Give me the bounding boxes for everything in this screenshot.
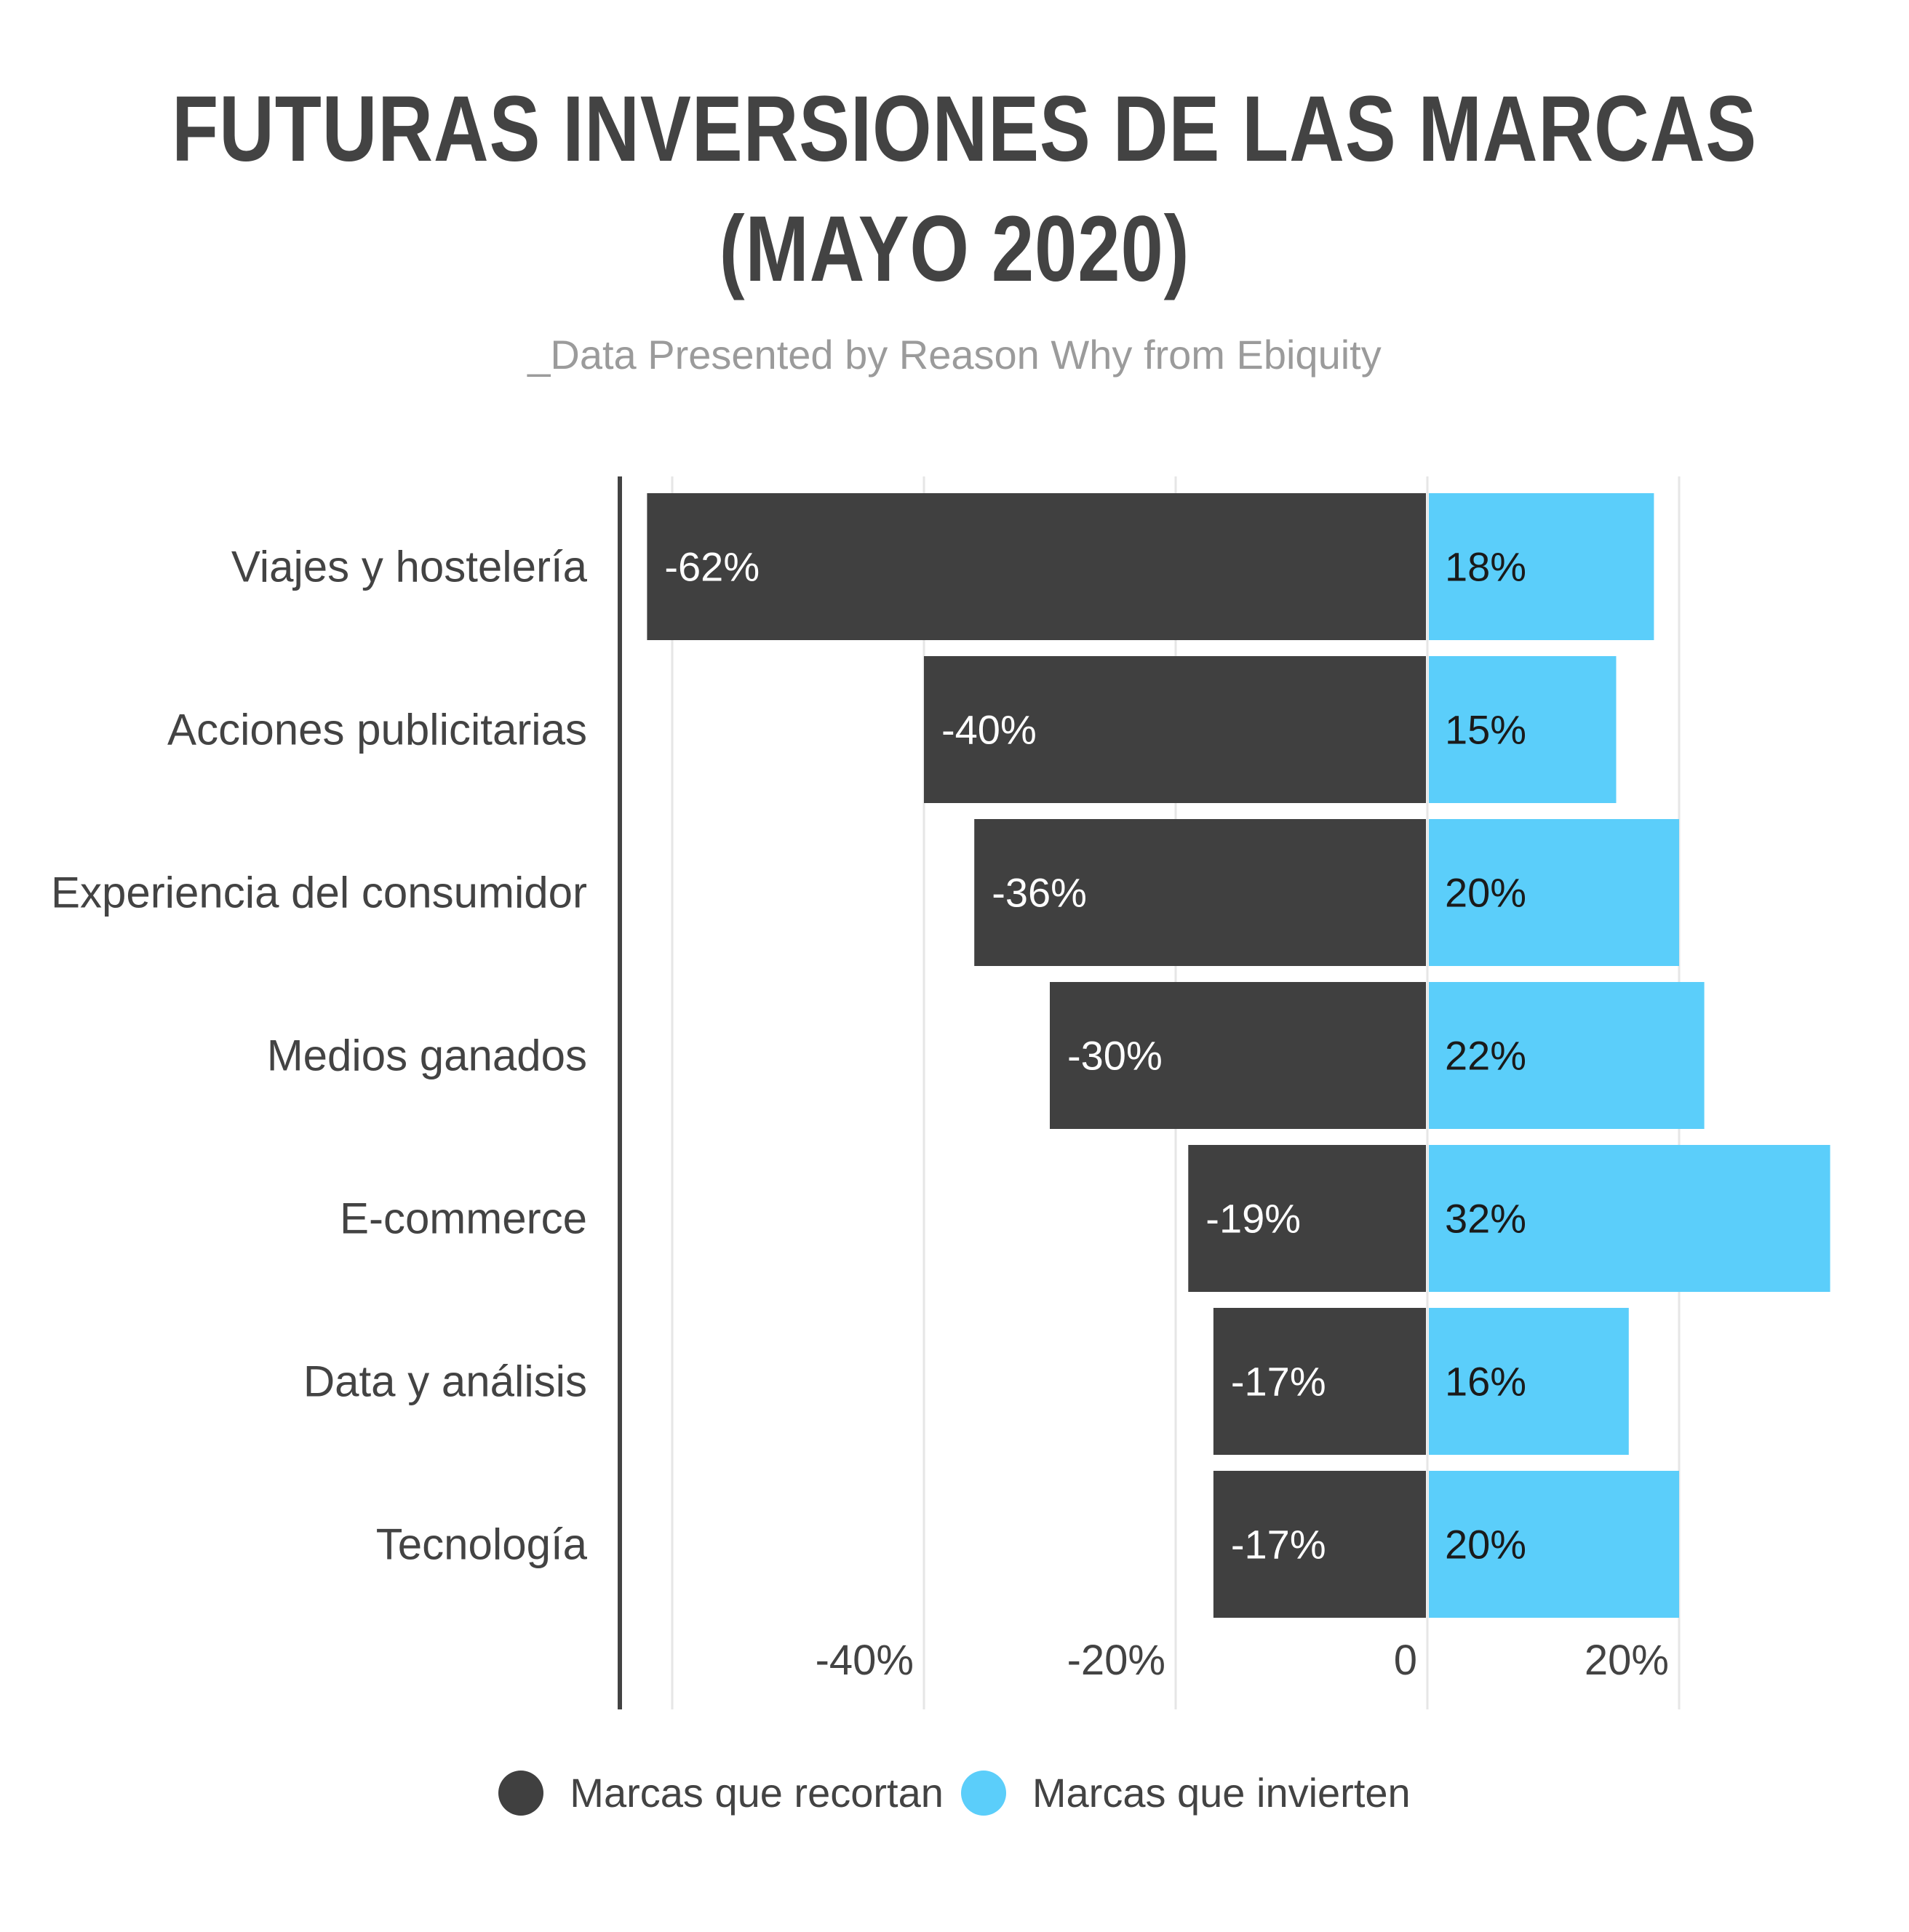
- bar-invest: [1429, 1471, 1679, 1618]
- bar-invest: [1429, 493, 1654, 640]
- bar-cut: [924, 656, 1426, 803]
- bar-invest: [1429, 656, 1617, 803]
- legend-swatch-invest: [960, 1770, 1006, 1816]
- x-tick-label: 20%: [1585, 1637, 1669, 1684]
- category-label: Experiencia del consumidor: [51, 869, 587, 917]
- chart-subtitle: _Data Presented by Reason Why from Ebiqu…: [527, 332, 1382, 378]
- bar-cut: [1213, 1471, 1426, 1618]
- bar-invest: [1429, 1145, 1830, 1292]
- category-label: Medios ganados: [267, 1031, 587, 1080]
- bar-label-cut: -30%: [1067, 1033, 1163, 1079]
- bar-invest: [1429, 819, 1679, 966]
- legend-swatch-cut: [498, 1770, 544, 1816]
- bar-label-cut: -40%: [941, 707, 1037, 753]
- category-label: Acciones publicitarias: [167, 706, 587, 754]
- bar-label-cut: -36%: [992, 870, 1087, 916]
- bar-cut: [1213, 1308, 1426, 1455]
- bar-label-invest: 16%: [1445, 1359, 1526, 1405]
- category-label: E-commerce: [340, 1194, 587, 1243]
- legend: Marcas que recortan Marcas que invierten: [0, 1769, 1909, 1816]
- bar-label-invest: 22%: [1445, 1033, 1526, 1079]
- chart-title-line-1: FUTURAS INVERSIONES DE LAS MARCAS: [172, 77, 1758, 181]
- bar-label-invest: 15%: [1445, 707, 1526, 753]
- bar-label-invest: 20%: [1445, 870, 1526, 916]
- bar-cut: [1050, 982, 1426, 1129]
- chart-title: FUTURAS INVERSIONES DE LAS MARCAS (MAYO …: [172, 69, 1758, 309]
- bar-cut: [1188, 1145, 1426, 1292]
- category-label: Viajes y hostelería: [231, 543, 588, 591]
- bar-invest: [1429, 982, 1705, 1129]
- bar-label-invest: 18%: [1445, 544, 1526, 590]
- chart-title-line-2: (MAYO 2020): [719, 197, 1190, 301]
- legend-item-cut: Marcas que recortan: [498, 1769, 944, 1816]
- x-tick-label: -40%: [816, 1637, 914, 1684]
- x-tick-label: 0: [1394, 1637, 1417, 1684]
- bar-cut: [974, 819, 1426, 966]
- bar-label-invest: 20%: [1445, 1522, 1526, 1568]
- category-label: Tecnología: [376, 1520, 588, 1569]
- bar-label-cut: -62%: [664, 544, 760, 590]
- bar-label-invest: 32%: [1445, 1196, 1526, 1242]
- legend-label-invest: Marcas que invierten: [1032, 1770, 1411, 1816]
- bar-cut: [647, 493, 1426, 640]
- bar-label-cut: -17%: [1231, 1359, 1326, 1405]
- legend-label-cut: Marcas que recortan: [570, 1770, 944, 1816]
- x-tick-label: -20%: [1067, 1637, 1165, 1684]
- legend-item-invest: Marcas que invierten: [960, 1769, 1411, 1816]
- bar-label-cut: -19%: [1205, 1196, 1301, 1242]
- bar-label-cut: -17%: [1231, 1522, 1326, 1568]
- category-label: Data y análisis: [303, 1357, 587, 1406]
- bar-invest: [1429, 1308, 1629, 1455]
